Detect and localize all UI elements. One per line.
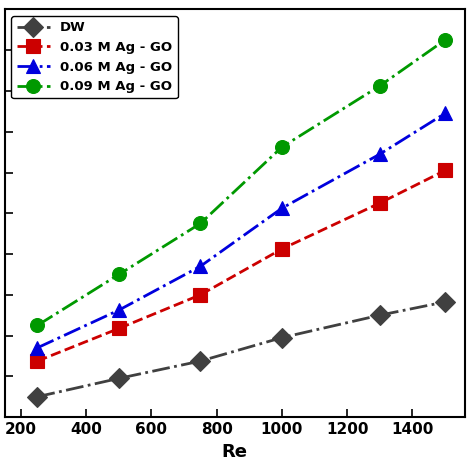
0.09 M Ag - GO: [279, 144, 285, 150]
DW: [116, 375, 122, 381]
X-axis label: Re: Re: [222, 443, 247, 461]
DW: [279, 335, 285, 340]
DW: [377, 312, 383, 318]
0.06 M Ag - GO: [35, 345, 40, 351]
Line: 0.06 M Ag - GO: 0.06 M Ag - GO: [30, 107, 452, 355]
0.03 M Ag - GO: [198, 292, 203, 298]
0.09 M Ag - GO: [116, 272, 122, 277]
0.06 M Ag - GO: [116, 307, 122, 313]
0.09 M Ag - GO: [377, 83, 383, 89]
0.03 M Ag - GO: [35, 358, 40, 364]
DW: [442, 299, 448, 305]
0.03 M Ag - GO: [279, 246, 285, 252]
0.06 M Ag - GO: [279, 205, 285, 211]
0.06 M Ag - GO: [442, 110, 448, 116]
0.03 M Ag - GO: [442, 168, 448, 173]
DW: [198, 358, 203, 364]
0.09 M Ag - GO: [198, 221, 203, 227]
Legend: DW, 0.03 M Ag - GO, 0.06 M Ag - GO, 0.09 M Ag - GO: DW, 0.03 M Ag - GO, 0.06 M Ag - GO, 0.09…: [11, 16, 178, 99]
0.06 M Ag - GO: [198, 264, 203, 269]
DW: [35, 394, 40, 400]
0.03 M Ag - GO: [377, 201, 383, 206]
0.09 M Ag - GO: [35, 323, 40, 328]
0.03 M Ag - GO: [116, 326, 122, 331]
0.06 M Ag - GO: [377, 151, 383, 157]
Line: 0.09 M Ag - GO: 0.09 M Ag - GO: [30, 33, 452, 332]
0.09 M Ag - GO: [442, 37, 448, 43]
Line: 0.03 M Ag - GO: 0.03 M Ag - GO: [30, 164, 452, 368]
Line: DW: DW: [30, 295, 452, 404]
